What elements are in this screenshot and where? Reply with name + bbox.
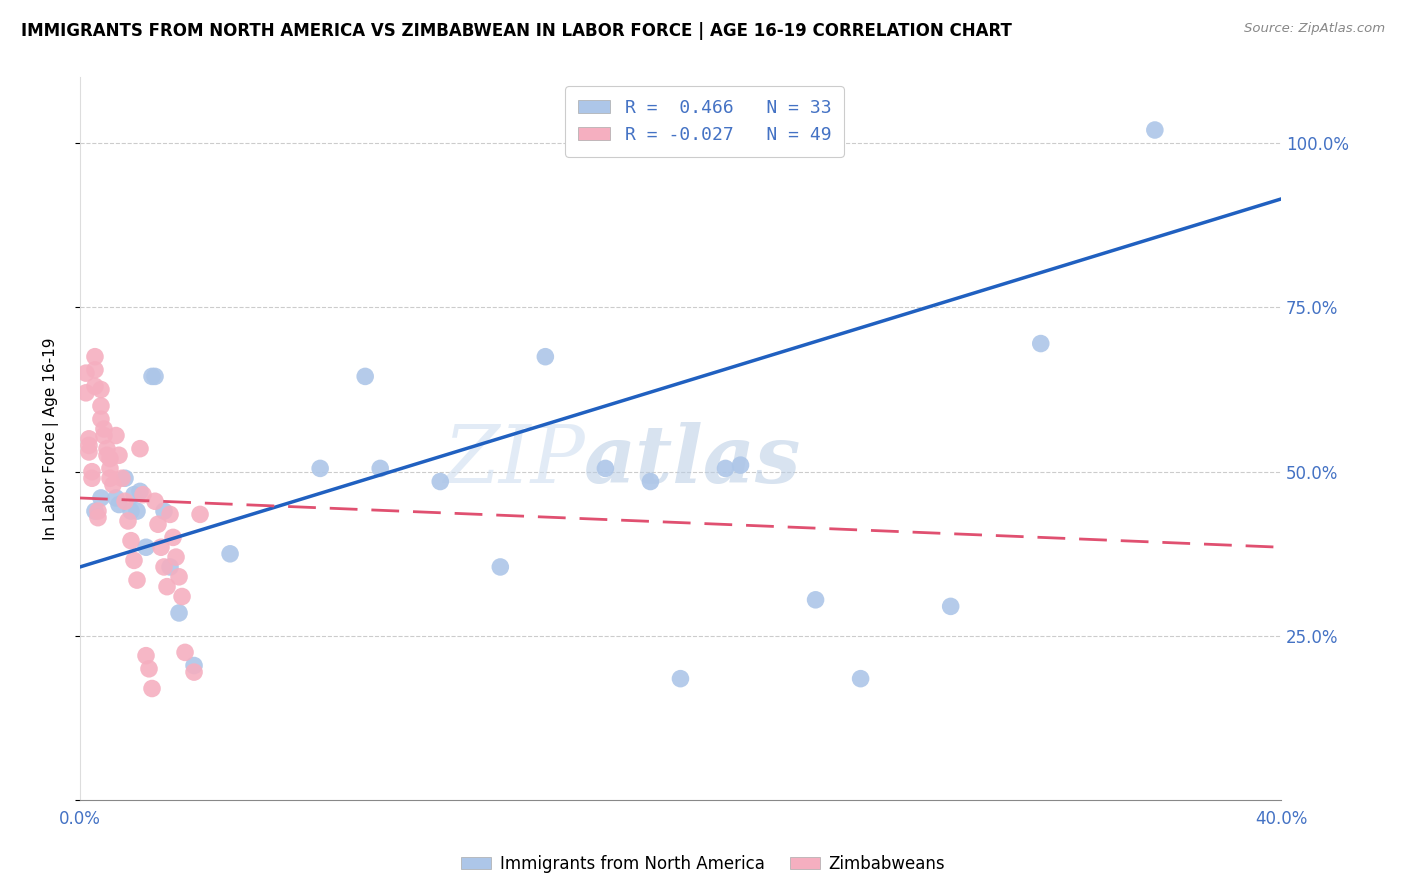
Point — [368, 461, 391, 475]
Point — [153, 560, 176, 574]
Point — [714, 461, 737, 475]
Point — [354, 369, 377, 384]
Point — [111, 471, 134, 485]
Point — [84, 379, 107, 393]
Point — [120, 504, 142, 518]
Point — [489, 560, 512, 574]
Point — [77, 438, 100, 452]
Y-axis label: In Labor Force | Age 16-19: In Labor Force | Age 16-19 — [44, 337, 59, 540]
Point — [87, 510, 110, 524]
Point — [183, 658, 205, 673]
Point — [804, 592, 827, 607]
Point — [96, 442, 118, 456]
Point — [429, 475, 451, 489]
Point — [135, 541, 157, 555]
Point — [135, 648, 157, 663]
Point — [98, 461, 121, 475]
Text: IMMIGRANTS FROM NORTH AMERICA VS ZIMBABWEAN IN LABOR FORCE | AGE 16-19 CORRELATI: IMMIGRANTS FROM NORTH AMERICA VS ZIMBABW… — [21, 22, 1012, 40]
Point — [309, 461, 332, 475]
Point — [90, 399, 112, 413]
Point — [219, 547, 242, 561]
Point — [534, 350, 557, 364]
Point — [114, 494, 136, 508]
Point — [595, 461, 617, 475]
Point — [77, 432, 100, 446]
Point — [165, 550, 187, 565]
Point — [153, 504, 176, 518]
Point — [93, 428, 115, 442]
Point — [114, 471, 136, 485]
Text: ZIP: ZIP — [443, 422, 585, 500]
Point — [143, 369, 166, 384]
Point — [143, 494, 166, 508]
Point — [96, 448, 118, 462]
Point — [159, 508, 181, 522]
Point — [129, 484, 152, 499]
Point — [80, 471, 103, 485]
Point — [939, 599, 962, 614]
Point — [87, 504, 110, 518]
Point — [117, 514, 139, 528]
Point — [84, 504, 107, 518]
Point — [138, 662, 160, 676]
Point — [146, 517, 169, 532]
Point — [174, 645, 197, 659]
Point — [84, 350, 107, 364]
Point — [84, 363, 107, 377]
Point — [167, 570, 190, 584]
Point — [122, 488, 145, 502]
Point — [167, 606, 190, 620]
Legend: R =  0.466   N = 33, R = -0.027   N = 49: R = 0.466 N = 33, R = -0.027 N = 49 — [565, 87, 844, 157]
Point — [108, 498, 131, 512]
Point — [849, 672, 872, 686]
Point — [90, 491, 112, 505]
Point — [1029, 336, 1052, 351]
Point — [141, 369, 163, 384]
Point — [156, 580, 179, 594]
Point — [120, 533, 142, 548]
Point — [75, 385, 97, 400]
Point — [98, 451, 121, 466]
Text: atlas: atlas — [585, 422, 801, 500]
Point — [669, 672, 692, 686]
Legend: Immigrants from North America, Zimbabweans: Immigrants from North America, Zimbabwea… — [454, 848, 952, 880]
Point — [125, 504, 148, 518]
Point — [90, 412, 112, 426]
Point — [93, 422, 115, 436]
Point — [1143, 123, 1166, 137]
Point — [132, 488, 155, 502]
Point — [129, 442, 152, 456]
Point — [125, 573, 148, 587]
Point — [122, 553, 145, 567]
Point — [183, 665, 205, 679]
Point — [75, 366, 97, 380]
Point — [104, 491, 127, 505]
Point — [108, 448, 131, 462]
Point — [730, 458, 752, 472]
Point — [104, 428, 127, 442]
Point — [90, 383, 112, 397]
Point — [98, 471, 121, 485]
Point — [162, 530, 184, 544]
Point — [141, 681, 163, 696]
Point — [159, 560, 181, 574]
Point — [170, 590, 193, 604]
Point — [101, 478, 124, 492]
Point — [150, 541, 173, 555]
Point — [640, 475, 662, 489]
Point — [80, 465, 103, 479]
Point — [188, 508, 211, 522]
Text: Source: ZipAtlas.com: Source: ZipAtlas.com — [1244, 22, 1385, 36]
Point — [77, 445, 100, 459]
